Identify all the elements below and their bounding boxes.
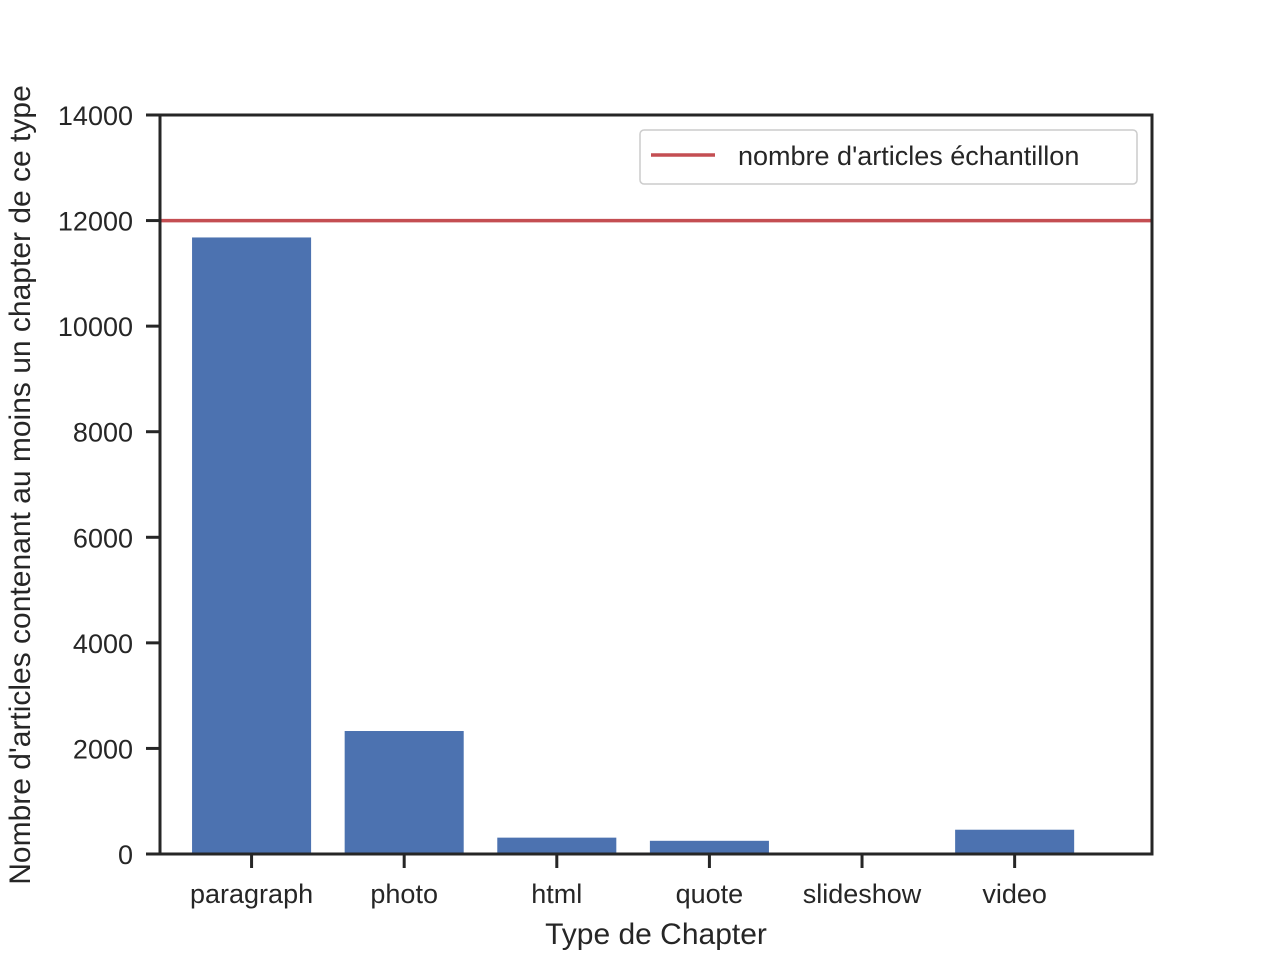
y-tick-label-2000: 2000 — [73, 734, 133, 764]
bars-layer — [192, 237, 1075, 854]
legend: nombre d'articles échantillon — [639, 129, 1138, 185]
y-tick-label-4000: 4000 — [73, 629, 133, 659]
y-tick-label-14000: 14000 — [58, 101, 133, 131]
ticks-layer: 0 2000 4000 6000 8000 10000 12000 14000 paragrap… — [58, 101, 1047, 909]
y-axis-title: Nombre d'articles contenant au moins un … — [4, 85, 37, 885]
y-tick-label-8000: 8000 — [73, 418, 133, 448]
legend-box — [639, 129, 1138, 185]
bar-paragraph — [192, 237, 312, 854]
y-tick-label-10000: 10000 — [58, 312, 133, 342]
x-axis-title: Type de Chapter — [545, 918, 767, 951]
y-tick-label-12000: 12000 — [58, 207, 133, 237]
x-tick-label-photo: photo — [370, 879, 438, 909]
bar-quote — [649, 840, 769, 854]
y-tick-label-0: 0 — [118, 840, 133, 870]
y-tick-label-6000: 6000 — [73, 523, 133, 553]
legend-label: nombre d'articles échantillon — [738, 141, 1079, 171]
bar-html — [497, 837, 617, 854]
bar-video — [955, 829, 1075, 854]
plot-frame — [158, 113, 1154, 856]
x-tick-label-slideshow: slideshow — [803, 879, 922, 909]
x-tick-label-video: video — [982, 879, 1047, 909]
bar-photo — [344, 731, 464, 854]
x-tick-label-paragraph: paragraph — [190, 879, 313, 909]
x-tick-label-quote: quote — [676, 879, 744, 909]
x-tick-label-html: html — [531, 879, 582, 909]
axes-layer — [158, 113, 1154, 856]
